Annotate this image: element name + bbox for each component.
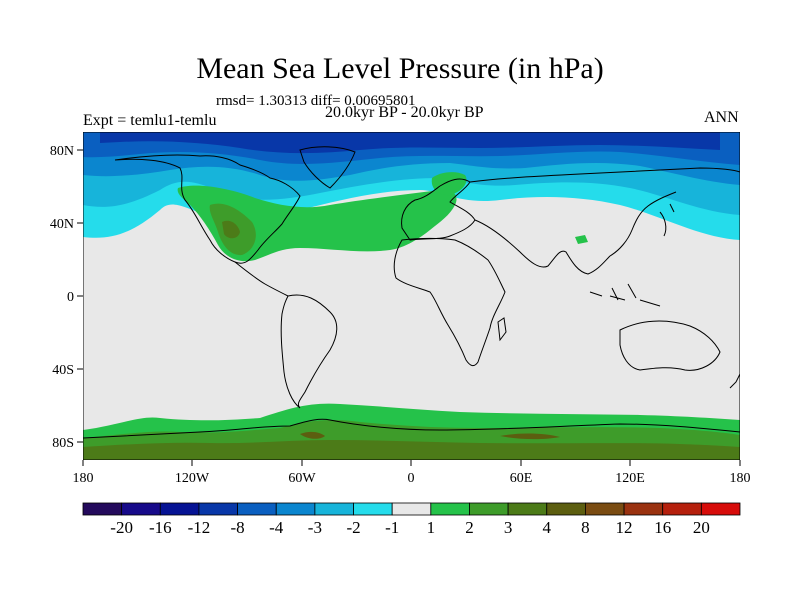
map-title: Mean Sea Level Pressure (in hPa) bbox=[196, 52, 604, 85]
north-america-coast bbox=[114, 154, 301, 264]
colorbar bbox=[82, 502, 741, 516]
colorbar-label: -12 bbox=[188, 518, 211, 537]
colorbar-swatch bbox=[237, 502, 277, 516]
rmsd-diff-stats: rmsd= 1.30313 diff= 0.00695801 bbox=[216, 93, 416, 109]
y-tick-label: 40N bbox=[50, 217, 74, 232]
colorbar-label: 16 bbox=[654, 518, 671, 537]
antarctic-positive-anomaly bbox=[83, 403, 740, 460]
new-zealand-coast bbox=[729, 373, 740, 389]
x-tick-label: 180 bbox=[730, 471, 751, 486]
colorbar-label: -8 bbox=[231, 518, 245, 537]
colorbar-swatch bbox=[546, 502, 586, 516]
y-tick-label: 80S bbox=[52, 436, 74, 451]
europe-coast bbox=[401, 178, 476, 241]
colorbar-swatch bbox=[585, 502, 625, 516]
colorbar-label: -20 bbox=[110, 518, 133, 537]
colorbar-swatch bbox=[469, 502, 509, 516]
colorbar-label: -4 bbox=[269, 518, 284, 537]
colorbar-swatch bbox=[121, 502, 161, 516]
y-tick-label: 40S bbox=[52, 363, 74, 378]
colorbar-label: 4 bbox=[543, 518, 552, 537]
colorbar-label: 8 bbox=[581, 518, 590, 537]
colorbar-swatch bbox=[353, 502, 393, 516]
colorbar-swatch bbox=[198, 502, 238, 516]
colorbar-label: -16 bbox=[149, 518, 172, 537]
colorbar-swatch bbox=[623, 502, 664, 516]
x-tick-label: 60W bbox=[288, 471, 316, 486]
x-tick-label: 60E bbox=[510, 471, 533, 486]
colorbar-label: 20 bbox=[693, 518, 710, 537]
colorbar-label: -1 bbox=[385, 518, 399, 537]
africa-coast bbox=[393, 238, 506, 367]
x-tick-label: 0 bbox=[408, 471, 415, 486]
colorbar-swatch bbox=[507, 502, 548, 516]
y-tick-label: 80N bbox=[50, 144, 74, 159]
colorbar-swatch bbox=[82, 502, 123, 516]
season-label: ANN bbox=[704, 109, 739, 126]
south-america-coast bbox=[280, 294, 338, 409]
colorbar-label: 12 bbox=[616, 518, 633, 537]
indonesia-coast bbox=[589, 283, 661, 307]
colorbar-label: 2 bbox=[465, 518, 474, 537]
colorbar-swatch bbox=[275, 502, 316, 516]
greenland-coast bbox=[299, 146, 356, 189]
colorbar-swatch bbox=[430, 502, 470, 516]
antarctica-coast bbox=[83, 418, 740, 439]
x-tick-label: 120W bbox=[175, 471, 210, 486]
map-panel bbox=[83, 132, 740, 460]
colorbar-swatch bbox=[662, 502, 702, 516]
x-tick-label: 120E bbox=[615, 471, 645, 486]
x-axis-labels: 180 120W 60W 0 60E 120E 180 bbox=[73, 471, 751, 486]
madagascar-coast bbox=[497, 317, 507, 342]
y-tick-label: 0 bbox=[67, 290, 74, 305]
axis-ticks bbox=[77, 149, 741, 466]
colorbar-swatch bbox=[700, 502, 741, 516]
coastlines bbox=[83, 146, 740, 439]
colorbar-swatch bbox=[391, 502, 432, 516]
asia-coast bbox=[469, 167, 740, 275]
x-tick-label: 180 bbox=[73, 471, 94, 486]
japan-coast bbox=[659, 203, 675, 237]
y-axis-labels: 80N 40N 0 40S 80S bbox=[50, 144, 74, 451]
colorbar-label: -3 bbox=[308, 518, 322, 537]
colorbar-labels: -20 -16 -12 -8 -4 -3 -2 -1 1 2 3 4 8 12 16 20 bbox=[110, 518, 710, 537]
period-label: 20.0kyr BP - 20.0kyr BP bbox=[325, 104, 484, 121]
central-america-coast bbox=[234, 261, 289, 297]
experiment-label: Expt = temlu1-temlu bbox=[83, 112, 217, 129]
colorbar-label: 1 bbox=[427, 518, 436, 537]
colorbar-label: -2 bbox=[346, 518, 360, 537]
australia-coast bbox=[619, 320, 721, 371]
north-atlantic-positive-anomaly bbox=[177, 172, 588, 262]
colorbar-swatch bbox=[159, 502, 200, 516]
colorbar-label: 3 bbox=[504, 518, 513, 537]
colorbar-swatch bbox=[314, 502, 354, 516]
